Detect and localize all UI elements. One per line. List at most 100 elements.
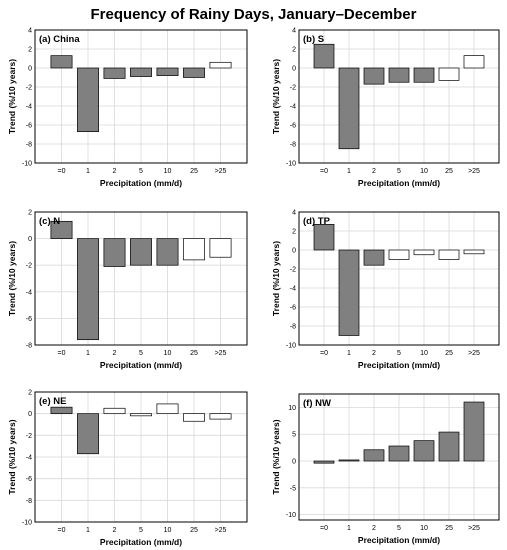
x-tick-label: =0 <box>58 168 66 175</box>
y-tick-label: -4 <box>290 286 296 293</box>
bar-x0 <box>313 43 335 69</box>
x-tick-label: =0 <box>320 168 328 175</box>
y-tick-label: -6 <box>290 123 296 130</box>
y-tick-label: -6 <box>26 316 32 323</box>
x-tick-label: =0 <box>58 527 66 534</box>
bar-x25 <box>209 413 232 420</box>
y-tick-label: -8 <box>26 343 32 350</box>
figure-title: Frequency of Rainy Days, January–Decembe… <box>90 6 417 23</box>
bar-10 <box>413 440 435 462</box>
y-tick-label: 2 <box>28 47 32 54</box>
y-tick-label: -10 <box>22 161 32 168</box>
x-tick-label: 1 <box>347 168 351 175</box>
bar-x25 <box>209 238 232 258</box>
x-tick-label: 2 <box>372 525 376 532</box>
axes-frame <box>34 211 248 346</box>
axes-frame <box>34 29 248 164</box>
x-tick-label: 25 <box>190 350 198 357</box>
y-axis-label: Trend (%/10 years) <box>271 419 281 494</box>
bar-1 <box>338 459 360 462</box>
panel-label: (f) NW <box>303 398 331 409</box>
x-tick-label: 1 <box>347 525 351 532</box>
y-tick-label: -10 <box>286 343 296 350</box>
y-tick-label: 10 <box>288 405 296 412</box>
bar-1 <box>338 67 360 150</box>
bar-x0 <box>50 55 73 69</box>
y-tick-label: -2 <box>290 267 296 274</box>
y-tick-label: -2 <box>26 263 32 270</box>
x-tick-label: 10 <box>420 525 428 532</box>
x-axis-label: Precipitation (mm/d) <box>358 360 440 370</box>
bar-10 <box>413 67 435 83</box>
y-tick-label: 4 <box>292 28 296 35</box>
y-tick-label: 4 <box>292 210 296 217</box>
axes-frame <box>298 211 500 346</box>
bar-x0 <box>50 220 73 239</box>
y-tick-label: -10 <box>286 512 296 519</box>
axes-frame <box>298 393 500 521</box>
x-tick-label: 5 <box>397 168 401 175</box>
bar-25 <box>183 413 205 422</box>
y-axis-label: Trend (%/10 years) <box>271 59 281 134</box>
y-tick-label: -6 <box>290 305 296 312</box>
y-axis-label: Trend (%/10 years) <box>271 241 281 316</box>
x-tick-label: >25 <box>468 350 480 357</box>
bar-x25 <box>463 401 485 462</box>
panel-label: (d) TP <box>303 216 331 227</box>
y-tick-label: -8 <box>290 324 296 331</box>
x-tick-label: 1 <box>86 168 90 175</box>
bar-1 <box>77 67 99 133</box>
panel-label: (b) S <box>303 34 324 45</box>
y-tick-label: -8 <box>26 142 32 149</box>
bar-2 <box>363 449 385 462</box>
bar-1 <box>77 413 99 455</box>
y-tick-label: 2 <box>292 47 296 54</box>
x-tick-label: 2 <box>372 350 376 357</box>
y-axis-label: Trend (%/10 years) <box>7 419 17 494</box>
y-tick-label: -4 <box>26 104 32 111</box>
y-tick-label: 0 <box>292 248 296 255</box>
y-tick-label: 4 <box>28 28 32 35</box>
x-tick-label: 25 <box>445 525 453 532</box>
x-tick-label: 1 <box>86 350 90 357</box>
bar-25 <box>438 431 460 462</box>
x-axis-label: Precipitation (mm/d) <box>100 537 182 547</box>
y-tick-label: 0 <box>292 66 296 73</box>
bar-10 <box>156 403 179 415</box>
y-tick-label: -4 <box>26 289 32 296</box>
y-axis-label: Trend (%/10 years) <box>7 241 17 316</box>
x-tick-label: 2 <box>113 168 117 175</box>
x-tick-label: 5 <box>139 350 143 357</box>
x-tick-label: 25 <box>445 350 453 357</box>
bar-5 <box>388 249 410 260</box>
chart-panel-e-ne: -10-8-6-4-202=0 1 2 5 10 25 >25(e) NEPrecipita… <box>7 390 248 547</box>
y-tick-label: -6 <box>26 123 32 130</box>
x-tick-label: =0 <box>320 350 328 357</box>
bar-2 <box>103 407 126 415</box>
bar-x25 <box>209 61 232 69</box>
x-axis-label: Precipitation (mm/d) <box>100 178 182 188</box>
y-tick-label: -2 <box>26 433 32 440</box>
x-axis-label: Precipitation (mm/d) <box>100 360 182 370</box>
bar-5 <box>388 67 410 83</box>
x-tick-label: 2 <box>113 350 117 357</box>
x-tick-label: 25 <box>190 168 198 175</box>
axes-frame <box>298 29 500 164</box>
x-tick-label: >25 <box>215 527 227 534</box>
x-tick-label: >25 <box>215 168 227 175</box>
y-tick-label: 2 <box>28 210 32 217</box>
axes-frame <box>34 391 248 523</box>
bar-10 <box>156 67 179 76</box>
x-tick-label: =0 <box>320 525 328 532</box>
x-tick-label: =0 <box>58 350 66 357</box>
y-tick-label: -4 <box>290 104 296 111</box>
bar-x0 <box>313 460 335 464</box>
bar-25 <box>183 67 205 78</box>
x-tick-label: 10 <box>420 350 428 357</box>
y-tick-label: -2 <box>290 85 296 92</box>
bar-x0 <box>313 224 335 251</box>
x-tick-label: >25 <box>215 350 227 357</box>
